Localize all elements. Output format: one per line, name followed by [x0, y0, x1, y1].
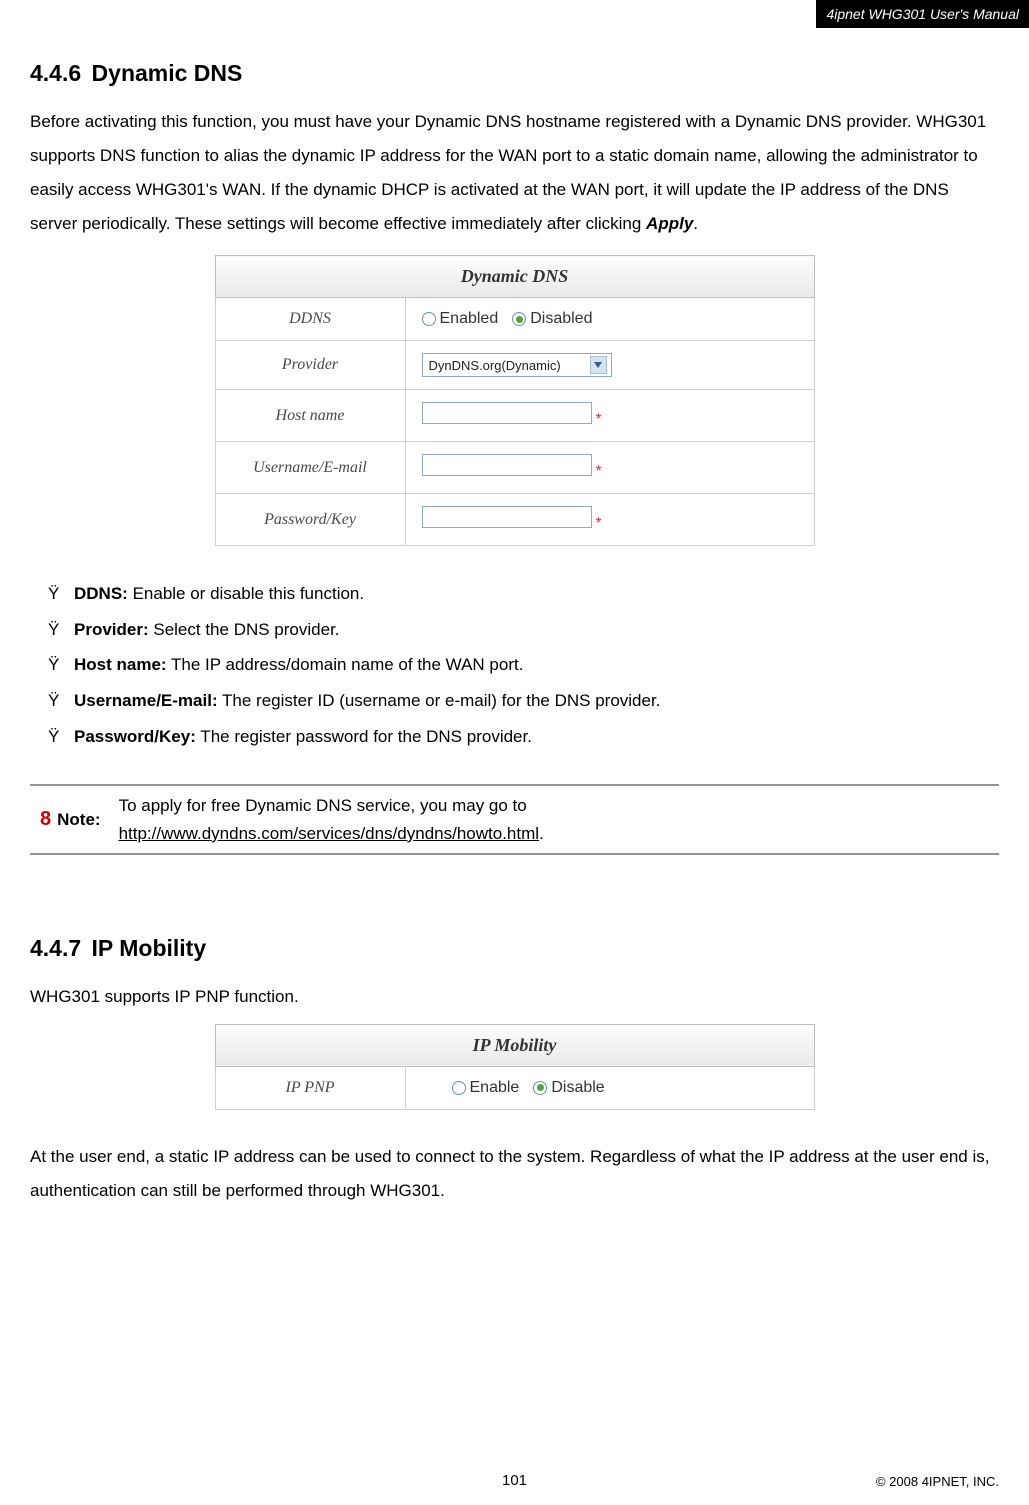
ipmobility-config-figure: IP Mobility IP PNP Enable Disable [30, 1024, 999, 1110]
required-asterisk: * [596, 515, 602, 532]
ipmobility-table-title: IP Mobility [215, 1024, 814, 1066]
bullet-marker: Ÿ [48, 647, 74, 683]
required-asterisk: * [596, 463, 602, 480]
note-before-link: To apply for free Dynamic DNS service, y… [119, 796, 527, 815]
radio-icon [422, 312, 436, 326]
chevron-down-icon [590, 356, 607, 374]
bullet-label: Provider: [74, 620, 149, 639]
section-intro-ipmobility: WHG301 supports IP PNP function. [30, 980, 999, 1014]
bullet-label: Username/E-mail: [74, 691, 218, 710]
section-heading-ipmobility: 4.4.7 IP Mobility [30, 935, 999, 962]
section-heading-ddns: 4.4.6 Dynamic DNS [30, 60, 999, 87]
password-row-label: Password/Key [215, 494, 405, 546]
note-link[interactable]: http://www.dyndns.com/services/dns/dyndn… [119, 824, 539, 843]
bullet-marker: Ÿ [48, 612, 74, 648]
section-outro-ipmobility: At the user end, a static IP address can… [30, 1140, 999, 1208]
section-number: 4.4.6 [30, 60, 81, 86]
list-item: ŸDDNS: Enable or disable this function. [48, 576, 999, 612]
bullet-text: Enable or disable this function. [128, 584, 364, 603]
username-input[interactable] [422, 454, 592, 476]
intro-text-before: Before activating this function, you mus… [30, 112, 986, 233]
radio-label: Enable [470, 1079, 520, 1097]
ddns-config-figure: Dynamic DNS DDNS Enabled Disabled [30, 255, 999, 546]
ippnp-disable-radio[interactable]: Disable [533, 1079, 604, 1097]
bullet-text: The register ID (username or e-mail) for… [218, 691, 661, 710]
password-input[interactable] [422, 506, 592, 528]
note-label: Note: [57, 810, 100, 830]
intro-text-after: . [693, 214, 698, 233]
radio-icon-checked [533, 1081, 547, 1095]
bullet-label: Password/Key: [74, 727, 196, 746]
ippnp-row-value: Enable Disable [405, 1066, 814, 1109]
list-item: ŸProvider: Select the DNS provider. [48, 612, 999, 648]
hostname-row-label: Host name [215, 390, 405, 442]
provider-select[interactable]: DynDNS.org(Dynamic) [422, 353, 612, 377]
section-title: IP Mobility [92, 935, 207, 961]
radio-label: Disabled [530, 310, 592, 328]
header-product-bar: 4ipnet WHG301 User's Manual [816, 0, 1029, 28]
note-text: To apply for free Dynamic DNS service, y… [119, 792, 544, 846]
note-icon: 8 [40, 808, 51, 831]
ddns-disabled-radio[interactable]: Disabled [512, 310, 592, 328]
bullet-marker: Ÿ [48, 719, 74, 755]
section-title: Dynamic DNS [92, 60, 243, 86]
bullet-text: Select the DNS provider. [149, 620, 340, 639]
bullet-text: The IP address/domain name of the WAN po… [167, 655, 524, 674]
hostname-row-value: * [405, 390, 814, 442]
note-box: 8 Note: To apply for free Dynamic DNS se… [30, 784, 999, 854]
password-row-value: * [405, 494, 814, 546]
username-row-label: Username/E-mail [215, 442, 405, 494]
section-intro-ddns: Before activating this function, you mus… [30, 105, 999, 241]
radio-icon-checked [512, 312, 526, 326]
ddns-row-value: Enabled Disabled [405, 298, 814, 341]
page-number: 101 [0, 1472, 1029, 1489]
bullet-label: DDNS: [74, 584, 128, 603]
ippnp-row-label: IP PNP [215, 1066, 405, 1109]
ddns-row-label: DDNS [215, 298, 405, 341]
section-number: 4.4.7 [30, 935, 81, 961]
provider-row-label: Provider [215, 341, 405, 390]
bullet-marker: Ÿ [48, 576, 74, 612]
radio-icon [452, 1081, 466, 1095]
provider-select-value: DynDNS.org(Dynamic) [429, 358, 561, 373]
username-row-value: * [405, 442, 814, 494]
list-item: ŸPassword/Key: The register password for… [48, 719, 999, 755]
note-after-link: . [539, 824, 544, 843]
provider-row-value: DynDNS.org(Dynamic) [405, 341, 814, 390]
bullet-marker: Ÿ [48, 683, 74, 719]
radio-label: Enabled [440, 310, 499, 328]
apply-word: Apply [646, 214, 693, 233]
bullet-label: Host name: [74, 655, 167, 674]
ddns-bullet-list: ŸDDNS: Enable or disable this function. … [48, 576, 999, 754]
radio-label: Disable [551, 1079, 604, 1097]
required-asterisk: * [596, 411, 602, 428]
ddns-table: Dynamic DNS DDNS Enabled Disabled [215, 255, 815, 546]
footer-copyright: © 2008 4IPNET, INC. [876, 1474, 999, 1489]
list-item: ŸHost name: The IP address/domain name o… [48, 647, 999, 683]
ddns-table-title: Dynamic DNS [215, 256, 814, 298]
hostname-input[interactable] [422, 402, 592, 424]
list-item: ŸUsername/E-mail: The register ID (usern… [48, 683, 999, 719]
ippnp-enable-radio[interactable]: Enable [452, 1079, 520, 1097]
ipmobility-table: IP Mobility IP PNP Enable Disable [215, 1024, 815, 1110]
bullet-text: The register password for the DNS provid… [196, 727, 532, 746]
ddns-enabled-radio[interactable]: Enabled [422, 310, 499, 328]
